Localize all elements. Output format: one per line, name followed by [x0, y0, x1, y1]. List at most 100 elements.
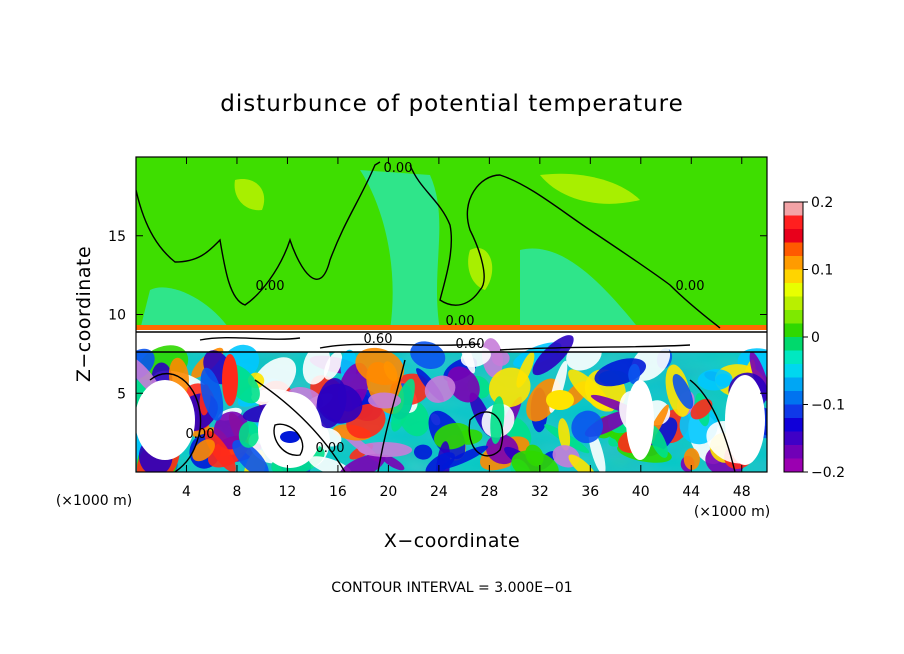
- colorbar-swatch: [784, 202, 803, 216]
- colorbar-tick-label: 0.1: [811, 263, 833, 279]
- x-tick-label: 12: [279, 484, 297, 500]
- x-tick-label: 40: [632, 484, 650, 500]
- turbulence-blob: [192, 439, 215, 462]
- turbulence-blob: [648, 424, 668, 458]
- turbulence-blob: [447, 366, 480, 403]
- colorbar-swatch: [784, 229, 803, 243]
- turbulence-blob: [690, 398, 713, 420]
- turbulence-blob: [546, 390, 574, 410]
- colorbar-tick-label: −0.2: [811, 465, 845, 481]
- turbulence-blob: [410, 341, 446, 370]
- contour-boundary-line: [199, 336, 691, 351]
- colorbar: 0.2 0.1 0 −0.1 −0.2: [783, 195, 845, 481]
- upper-layer-cyan-patch: [140, 287, 230, 330]
- colorbar-swatch: [784, 323, 803, 338]
- contour-label: 0.60: [364, 332, 393, 347]
- colorbar-swatch: [784, 215, 803, 230]
- x-tick-label: 24: [430, 484, 448, 500]
- turbulence-blob: [490, 396, 505, 444]
- y-tick-label: 15: [108, 229, 126, 245]
- turbulence-blob: [136, 380, 195, 460]
- contour-label: 0.00: [186, 427, 215, 442]
- colorbar-swatch: [784, 377, 803, 392]
- upper-layer-cyan-patch: [520, 248, 640, 330]
- y-tick-label: 10: [108, 308, 126, 324]
- turbulence-blob: [725, 375, 765, 465]
- turbulence-blob: [358, 442, 413, 458]
- turbulence-blob: [200, 367, 224, 421]
- turbulence-blob: [316, 378, 347, 429]
- contour-label: 0.00: [676, 279, 705, 294]
- turbulence-blob: [571, 410, 604, 444]
- contour-interval-note: CONTOUR INTERVAL = 3.000E−01: [331, 580, 572, 596]
- contour-label-group: 0.00 0.00 0.00 0.00 0.60 0.60 0.00 0.00: [186, 161, 705, 456]
- upper-layer-yellow-patch: [468, 248, 493, 290]
- contour-label: 0.00: [256, 279, 285, 294]
- turbulence-blob: [626, 380, 654, 460]
- colorbar-swatch: [784, 283, 803, 297]
- x-tick-label: 44: [682, 484, 700, 500]
- turbulence-blob: [413, 444, 433, 460]
- colorbar-tick-label: −0.1: [811, 398, 845, 414]
- plot-area: [136, 157, 767, 472]
- colorbar-swatch: [784, 431, 803, 446]
- upper-layer-cyan-patch: [360, 170, 440, 330]
- y-axis: 5 10 15: [108, 229, 767, 402]
- turbulence-blobs: [136, 335, 767, 472]
- turbulence-blob: [425, 452, 455, 472]
- contour-lower-line: [377, 359, 406, 472]
- turbulence-blob: [258, 392, 322, 468]
- upper-layer-yellow-patch: [234, 179, 265, 211]
- colorbar-swatch: [784, 337, 803, 351]
- turbulence-blob: [323, 351, 343, 380]
- turbulence-blob: [238, 421, 260, 448]
- x-unit-label: (×1000 m): [694, 504, 770, 520]
- contour-zero-line: [136, 161, 381, 306]
- colorbar-swatch: [784, 310, 803, 324]
- turbulence-blob: [338, 453, 386, 472]
- contour-lower-line: [689, 379, 736, 472]
- colorbar-swatch: [784, 458, 803, 473]
- colorbar-swatch: [784, 404, 803, 419]
- turbulence-blob: [381, 454, 405, 471]
- colorbar-tick-label: 0.2: [811, 195, 833, 211]
- contour-lower-line: [149, 373, 202, 472]
- contour-lower-line: [468, 411, 504, 457]
- colorbar-swatch: [784, 242, 803, 257]
- contour-label: 0.00: [446, 314, 475, 329]
- turbulence-blob: [697, 369, 733, 391]
- turbulence-blob: [316, 427, 342, 447]
- colorbar-swatch: [784, 391, 803, 405]
- contour-label: 0.60: [456, 337, 485, 352]
- turbulence-blob: [355, 347, 405, 386]
- turbulence-blob: [568, 454, 597, 472]
- contour-zero-line: [409, 164, 721, 329]
- turbulence-blob: [232, 440, 269, 472]
- chart-title: disturbunce of potential temperature: [220, 91, 684, 117]
- contour-label: 0.00: [316, 441, 345, 456]
- inversion-band-red: [136, 325, 767, 331]
- contour-lines: [136, 161, 767, 472]
- colorbar-swatch: [784, 296, 803, 311]
- x-tick-label: 8: [232, 484, 241, 500]
- contour-lower-line: [273, 423, 304, 456]
- colorbar-swatch: [784, 269, 803, 284]
- contour-lower-line: [254, 379, 346, 472]
- turbulence-blob: [251, 357, 297, 402]
- x-tick-label: 20: [379, 484, 397, 500]
- x-tick-label: 32: [531, 484, 549, 500]
- turbulence-blob: [511, 450, 559, 472]
- turbulence-blob: [628, 363, 641, 385]
- x-axis-title: X−coordinate: [384, 530, 520, 552]
- y-unit-label: (×1000 m): [56, 493, 132, 509]
- colorbar-swatch: [784, 364, 803, 378]
- turbulence-blob: [672, 373, 694, 409]
- upper-layer-yellow-patch: [540, 173, 640, 204]
- turbulence-blob: [302, 345, 331, 385]
- turbulence-blob: [558, 418, 571, 451]
- turbulence-blob: [391, 378, 415, 432]
- x-axis: 4 8 12 16 20 24 28 32 36 40 44 48: [182, 157, 751, 500]
- x-tick-label: 36: [581, 484, 599, 500]
- colorbar-swatch: [784, 256, 803, 270]
